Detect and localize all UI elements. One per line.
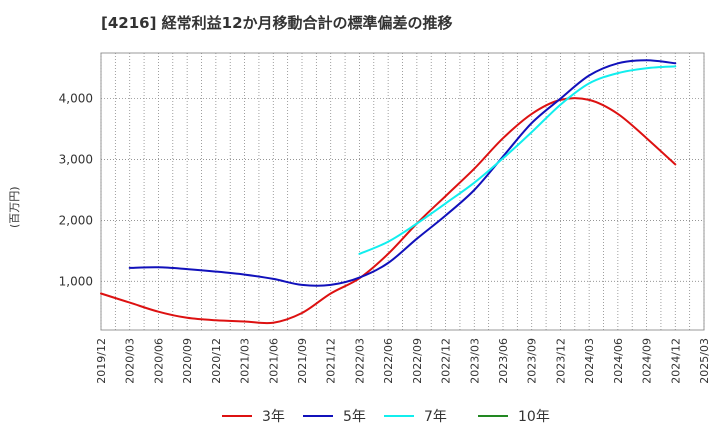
y-axis-label-wrap: (百万円) — [6, 182, 21, 242]
legend-swatch — [478, 415, 508, 417]
x-tick-label: 2024/03 — [583, 338, 596, 384]
x-tick-label: 2023/03 — [468, 338, 481, 384]
x-tick-label: 2024/06 — [612, 338, 625, 384]
chart-title: [4216] 経常利益12か月移動合計の標準偏差の推移 — [101, 14, 453, 32]
x-tick-label: 2020/03 — [124, 338, 137, 384]
legend-item-1: 3年 — [222, 404, 285, 428]
legend-label: 5年 — [343, 409, 366, 425]
y-tick-label: 3,000 — [59, 153, 93, 167]
x-tick-label: 2023/06 — [497, 338, 510, 384]
legend-item-2: 5年 — [303, 404, 366, 428]
x-tick-label: 2022/09 — [411, 338, 424, 384]
series-line-3 — [358, 65, 677, 255]
legend-item-3: 7年 — [384, 404, 447, 428]
x-tick-label: 2023/12 — [554, 338, 567, 384]
y-tick-label: 4,000 — [59, 92, 93, 106]
y-tick-labels: 1,000 2,000 3,000 4,000 — [59, 92, 93, 289]
x-tick-label: 2020/06 — [152, 338, 165, 384]
legend-swatch — [222, 415, 252, 417]
y-tick-label: 1,000 — [59, 274, 93, 288]
x-tick-label: 2022/06 — [382, 338, 395, 384]
legend-label: 7年 — [424, 409, 447, 425]
legend-label: 3年 — [262, 409, 285, 425]
legend-swatch — [303, 415, 333, 417]
grid-lines — [100, 53, 705, 330]
x-tick-label: 2022/12 — [440, 338, 453, 384]
legend: 3年 5年 7年 10年 — [0, 404, 720, 428]
x-tick-label: 2020/12 — [210, 338, 223, 384]
series-lines — [100, 59, 677, 325]
x-tick-label: 2022/03 — [353, 338, 366, 384]
legend-swatch — [384, 415, 414, 417]
series-line-2 — [128, 59, 677, 287]
legend-label: 10年 — [518, 409, 550, 425]
x-tick-label: 2021/12 — [325, 338, 338, 384]
y-axis-label: (百万円) — [8, 186, 21, 228]
x-tick-label: 2020/09 — [181, 338, 194, 384]
legend-item-4: 10年 — [478, 404, 550, 428]
x-tick-label: 2021/09 — [296, 338, 309, 384]
series-line-1 — [100, 97, 677, 325]
y-tick-label: 2,000 — [59, 213, 93, 227]
x-tick-label: 2023/09 — [526, 338, 539, 384]
x-tick-label: 2021/03 — [239, 338, 252, 384]
x-tick-label: 2025/03 — [698, 338, 711, 384]
x-tick-labels: 2019/12 2020/03 2020/06 2020/09 2020/12 2021/… — [95, 338, 711, 384]
x-tick-label: 2019/12 — [95, 338, 108, 384]
x-tick-label: 2024/09 — [641, 338, 654, 384]
x-tick-label: 2024/12 — [669, 338, 682, 384]
x-tick-label: 2021/06 — [267, 338, 280, 384]
